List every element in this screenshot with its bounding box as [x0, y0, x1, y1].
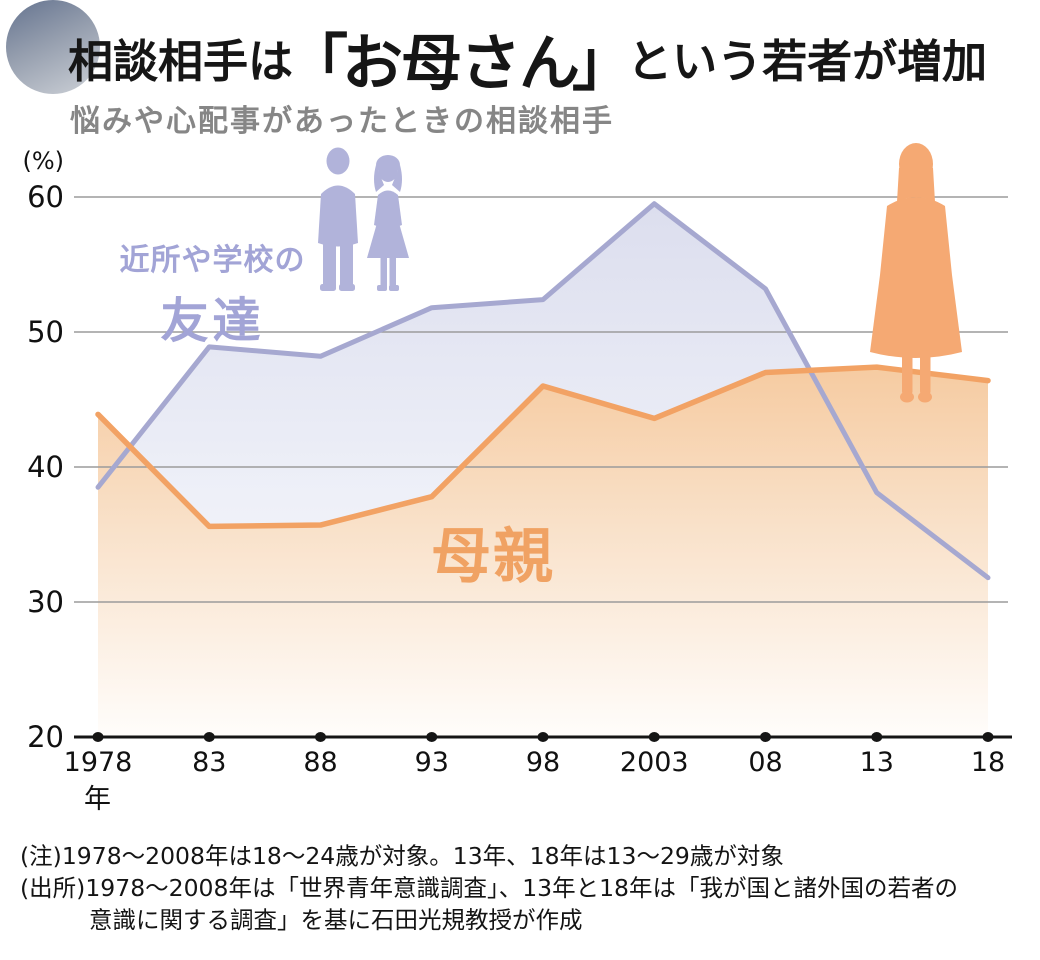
x-tick-13: 13 [859, 747, 894, 778]
x-tick-93: 93 [414, 747, 449, 778]
title-bracket-close: 」 [572, 27, 634, 99]
young-woman-silhouette-icon [367, 155, 409, 291]
mother-silhouette-icon [870, 143, 962, 403]
x-tick-88: 88 [303, 747, 338, 778]
chart-area: (%) 60 50 40 30 20 1978 83 88 93 98 2003 08 13 18 年 … [0, 140, 1040, 815]
axis-dot-93 [426, 732, 438, 742]
title-emphasis: お母さん [342, 27, 580, 99]
x-axis-unit-label: 年 [84, 784, 111, 815]
y-tick-20: 20 [27, 720, 64, 754]
title-bracket-open: 「 [287, 27, 349, 99]
y-tick-40: 40 [27, 450, 64, 484]
y-axis-unit-label: (%) [22, 147, 64, 175]
axis-dot-83 [203, 732, 215, 742]
mother-area [98, 367, 988, 737]
axis-dot-13 [871, 732, 883, 742]
man-silhouette-icon [318, 147, 358, 291]
footnote-source-line2: 意識に関する調査」を基に石田光規教授が作成 [89, 906, 583, 934]
x-axis-layer [74, 732, 1012, 742]
page-title: 相談相手は「お母さん」という若者が増加 [68, 20, 988, 99]
title-prefix: 相談相手は [68, 34, 294, 88]
friends-line [95, 201, 991, 581]
y-tick-50: 50 [27, 315, 64, 349]
axis-dot-88 [315, 732, 326, 742]
x-tick-1978: 1978 [63, 747, 133, 778]
chart-canvas [74, 143, 1012, 742]
decorative-sphere [6, 0, 100, 94]
y-tick-30: 30 [27, 585, 64, 619]
series-label-mother: 母親 [431, 522, 555, 592]
x-tick-2003: 2003 [619, 747, 689, 778]
x-tick-83: 83 [192, 747, 227, 778]
axis-dot-1978 [92, 732, 104, 742]
y-tick-60: 60 [27, 180, 64, 214]
series-label-friends: 近所や学校の 友達 [75, 235, 350, 351]
x-tick-18: 18 [970, 747, 1006, 778]
axis-dot-08 [760, 732, 771, 742]
axis-dot-98 [537, 732, 549, 742]
series-label-friends-line2: 友達 [160, 293, 265, 349]
series-label-friends-line1: 近所や学校の [119, 243, 306, 278]
friends-pictogram [318, 147, 409, 291]
axis-dot-18 [982, 732, 994, 742]
footnotes: (注)1978〜2008年は18〜24歳が対象。13年、18年は13〜29歳が対… [20, 840, 958, 936]
footnote-source-line1: (出所)1978〜2008年は「世界青年意識調査」、13年と18年は「我が国と諸… [20, 874, 959, 902]
x-tick-08: 08 [748, 747, 783, 778]
title-suffix: という若者が増加 [627, 34, 988, 88]
x-tick-98: 98 [525, 747, 561, 778]
mother-pictogram [870, 143, 962, 403]
chart-plot-layer [74, 196, 1008, 737]
footnote-note: (注)1978〜2008年は18〜24歳が対象。13年、18年は13〜29歳が対… [20, 842, 784, 870]
chart-subtitle: 悩みや心配事があったときの相談相手 [70, 104, 614, 139]
mother-line [95, 364, 991, 530]
axis-dot-2003 [648, 732, 660, 742]
